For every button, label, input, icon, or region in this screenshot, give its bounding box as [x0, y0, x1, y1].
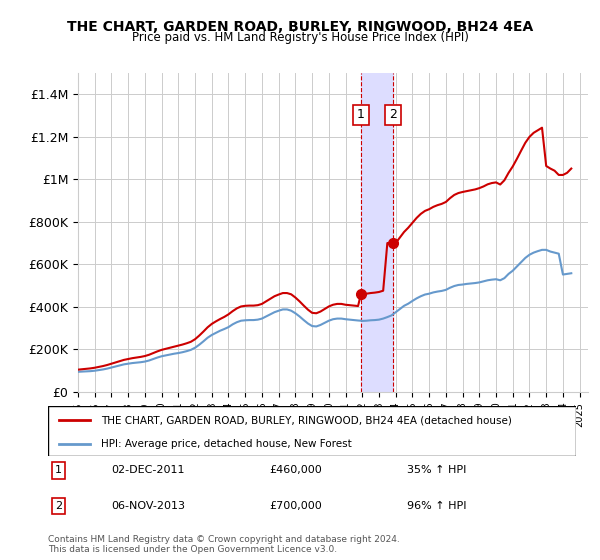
Text: 06-NOV-2013: 06-NOV-2013	[112, 501, 185, 511]
Text: 2: 2	[55, 501, 62, 511]
Text: 1: 1	[55, 465, 62, 475]
Text: 96% ↑ HPI: 96% ↑ HPI	[407, 501, 467, 511]
Text: THE CHART, GARDEN ROAD, BURLEY, RINGWOOD, BH24 4EA: THE CHART, GARDEN ROAD, BURLEY, RINGWOOD…	[67, 20, 533, 34]
Text: HPI: Average price, detached house, New Forest: HPI: Average price, detached house, New …	[101, 439, 352, 449]
Text: 1: 1	[357, 109, 365, 122]
Bar	[361, 73, 393, 392]
Text: Price paid vs. HM Land Registry's House Price Index (HPI): Price paid vs. HM Land Registry's House …	[131, 31, 469, 44]
Text: £700,000: £700,000	[270, 501, 323, 511]
Text: 2: 2	[389, 109, 397, 122]
FancyBboxPatch shape	[48, 406, 576, 456]
Text: £460,000: £460,000	[270, 465, 323, 475]
Text: 02-DEC-2011: 02-DEC-2011	[112, 465, 185, 475]
Text: Contains HM Land Registry data © Crown copyright and database right 2024.
This d: Contains HM Land Registry data © Crown c…	[48, 535, 400, 554]
Text: 35% ↑ HPI: 35% ↑ HPI	[407, 465, 466, 475]
Text: THE CHART, GARDEN ROAD, BURLEY, RINGWOOD, BH24 4EA (detached house): THE CHART, GARDEN ROAD, BURLEY, RINGWOOD…	[101, 415, 512, 425]
